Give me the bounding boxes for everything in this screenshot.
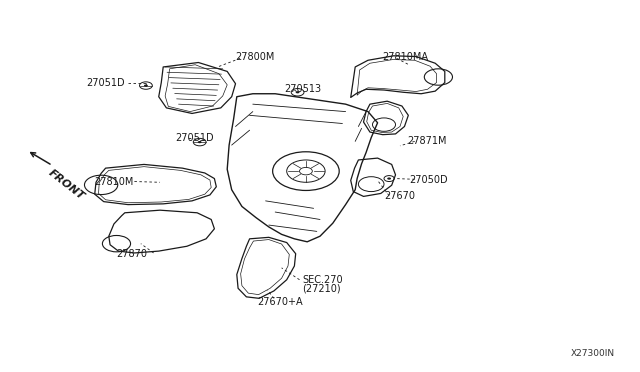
Text: 27871M: 27871M: [407, 137, 447, 146]
Text: 27670+A: 27670+A: [257, 297, 303, 307]
Circle shape: [144, 84, 148, 87]
Circle shape: [296, 91, 300, 93]
Circle shape: [198, 141, 202, 143]
Text: FRONT: FRONT: [46, 168, 86, 202]
Text: 27810MA: 27810MA: [383, 52, 429, 61]
Text: 27670: 27670: [384, 191, 415, 201]
Text: 27810M: 27810M: [95, 177, 134, 186]
Text: 27050D: 27050D: [410, 175, 448, 185]
Text: SEC.270: SEC.270: [302, 275, 342, 285]
Text: 27870: 27870: [116, 249, 147, 259]
Circle shape: [387, 177, 391, 180]
Text: (27210): (27210): [302, 284, 340, 294]
Text: 270513: 270513: [284, 84, 321, 93]
Text: 27051D: 27051D: [86, 78, 125, 87]
Text: X27300IN: X27300IN: [570, 349, 614, 358]
Text: 27051D: 27051D: [175, 134, 214, 143]
Text: 27800M: 27800M: [236, 52, 275, 61]
